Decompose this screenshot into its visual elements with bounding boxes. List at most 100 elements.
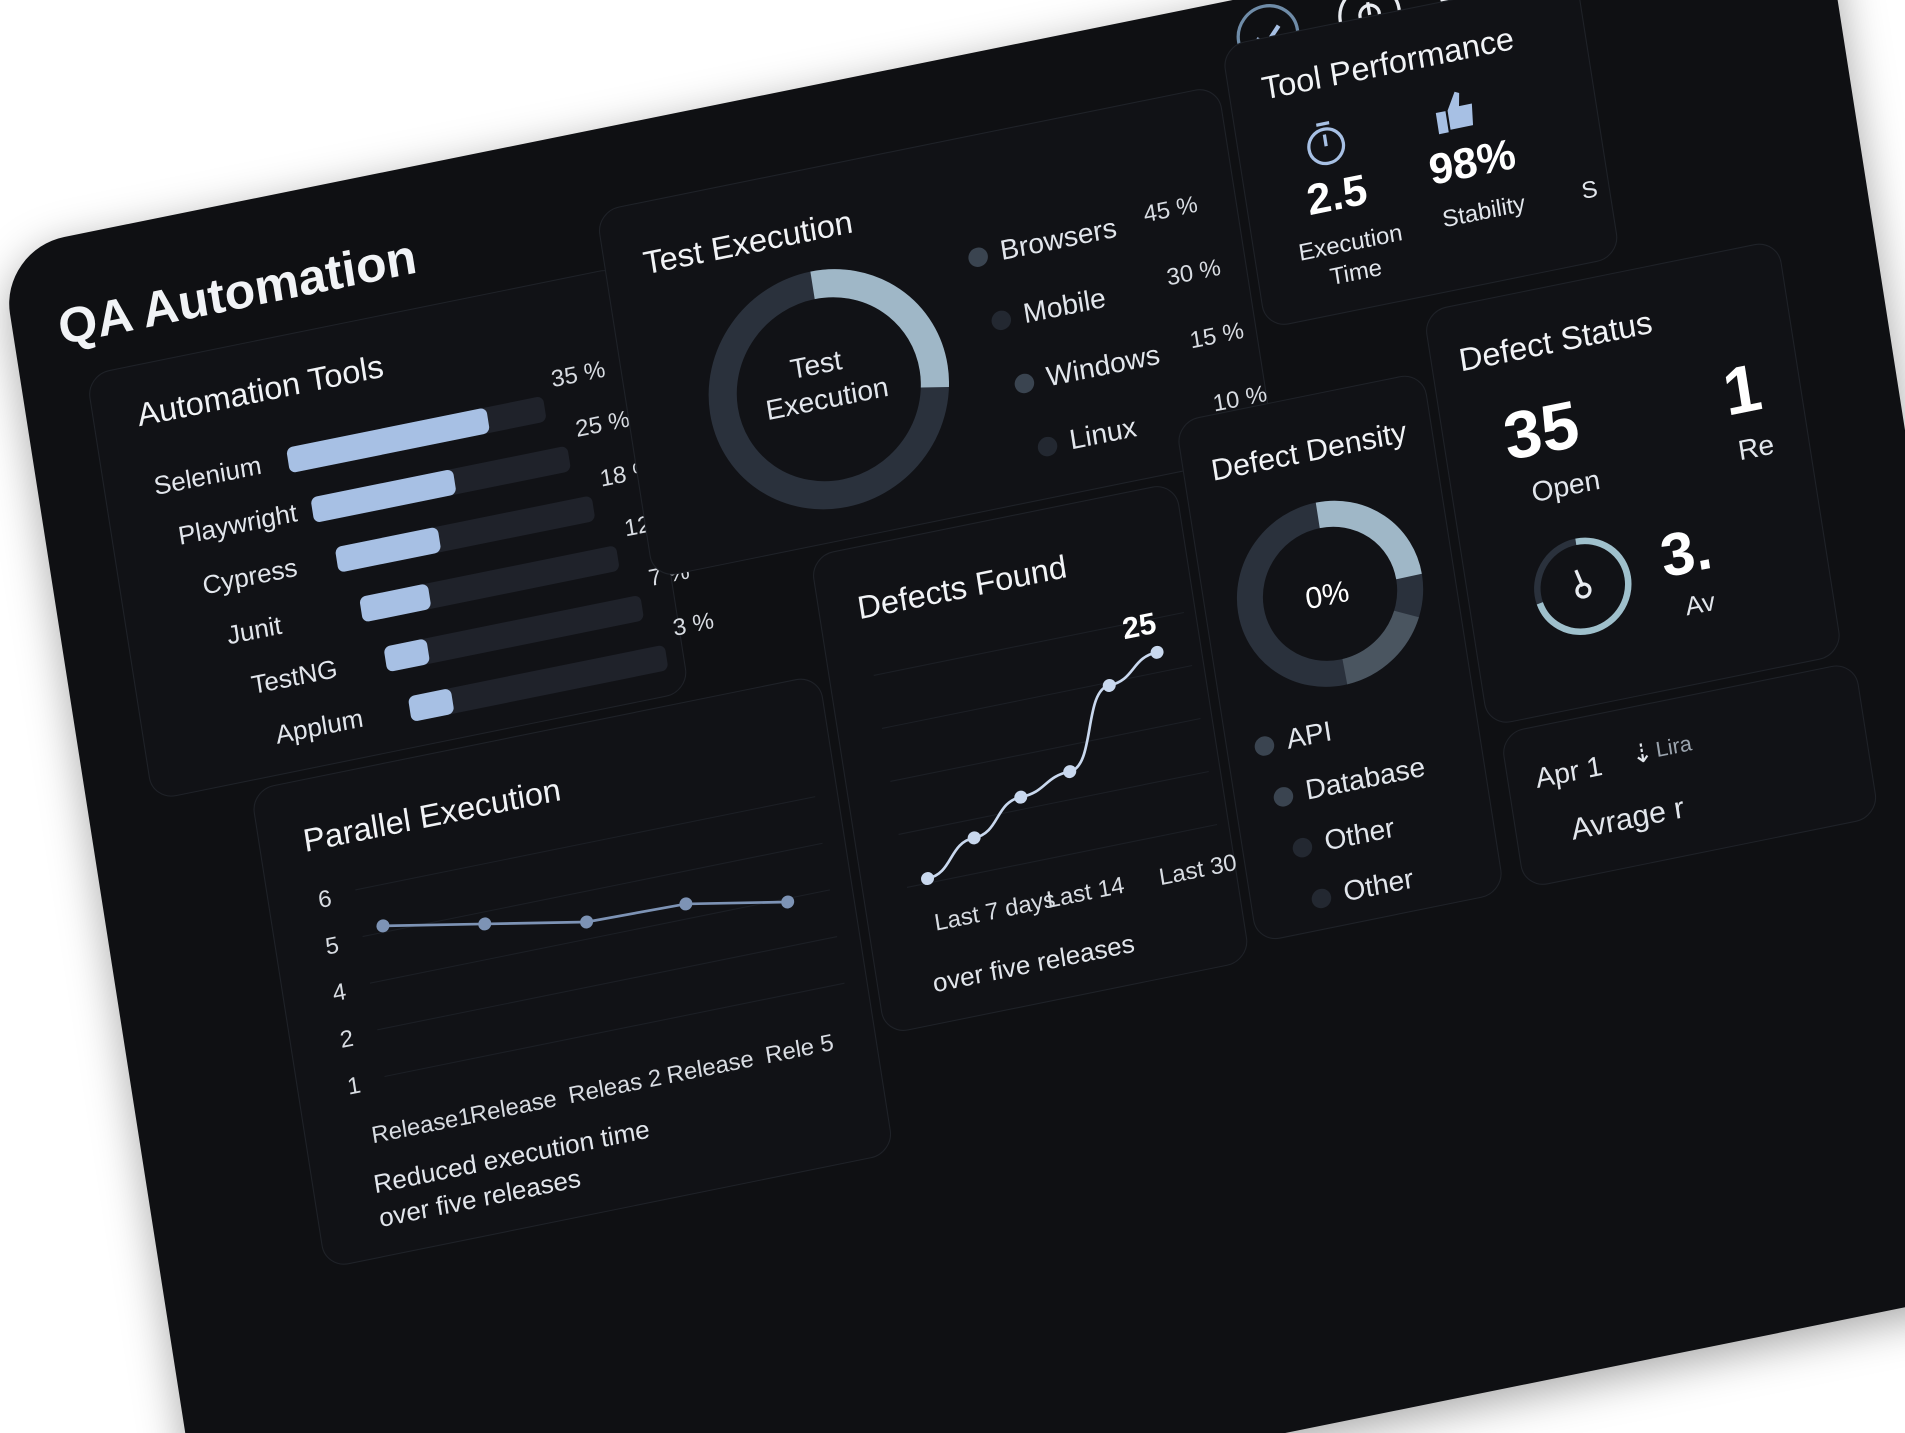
defects-found-card: Defects Found 25 Last 7 days Last 14 Last … bbox=[809, 481, 1251, 1036]
legend-pct-browsers: 45 % bbox=[1141, 190, 1200, 228]
x-tick-label: Release bbox=[664, 1044, 756, 1089]
grid-line bbox=[890, 717, 1201, 782]
gauge-icon bbox=[1534, 537, 1632, 635]
defects-found-point[interactable] bbox=[920, 871, 935, 886]
grid-line bbox=[898, 770, 1209, 835]
tool-pct-playwright: 25 % bbox=[573, 404, 632, 443]
resolved-defects-partial: 1 bbox=[1718, 350, 1767, 431]
grid-line bbox=[873, 611, 1185, 676]
parallel-execution-point[interactable] bbox=[376, 918, 391, 933]
defects-found-point[interactable] bbox=[1062, 764, 1077, 779]
tool-name-junit: Junit bbox=[224, 611, 284, 651]
parallel-execution-chart bbox=[355, 796, 845, 1078]
tool-name-applum: Applum bbox=[273, 703, 366, 751]
defect-density-legend-dot bbox=[1291, 836, 1314, 860]
defects-found-point[interactable] bbox=[1102, 678, 1117, 693]
legend-label-browsers: Browsers bbox=[997, 211, 1119, 267]
defects-found-chart: 25 bbox=[873, 607, 1218, 888]
execution-time-value: 2.5 bbox=[1303, 166, 1371, 225]
parallel-execution-point[interactable] bbox=[477, 916, 492, 931]
legend-label-mobile: Mobile bbox=[1020, 281, 1108, 330]
grid-line bbox=[384, 982, 845, 1078]
grid-line bbox=[881, 664, 1193, 729]
stability-value: 98% bbox=[1425, 130, 1519, 195]
legend-dot-mobile bbox=[990, 308, 1013, 332]
legend-dot-windows bbox=[1013, 371, 1036, 395]
test-execution-donut bbox=[708, 269, 950, 510]
defect-density-legend-label: Other bbox=[1341, 861, 1416, 908]
legend-label-linux: Linux bbox=[1067, 410, 1139, 456]
legend-pct-mobile: 30 % bbox=[1164, 253, 1223, 291]
stability-label: Stability bbox=[1440, 189, 1528, 233]
tool-pct-selenium: 35 % bbox=[549, 355, 608, 393]
tool-performance-card: Tool Performance 2.5 Execution Time 98% … bbox=[1221, 0, 1621, 330]
tool-bar-junit bbox=[359, 583, 432, 623]
grid-line bbox=[369, 889, 831, 984]
tool-name-testng: TestNG bbox=[249, 654, 340, 701]
defect-density-legend-label: Database bbox=[1303, 750, 1428, 807]
defect-density-legend-dot bbox=[1253, 734, 1276, 758]
defects-found-title: Defects Found bbox=[855, 549, 1070, 627]
download-icon[interactable]: ⇣ bbox=[1629, 737, 1656, 771]
tool-bar-playwright bbox=[310, 468, 458, 524]
tool-pct-applum: 3 % bbox=[670, 606, 716, 642]
defect-status-card: Defect Status 35 Open 1 Re 3. Av bbox=[1422, 239, 1844, 727]
defect-status-title: Defect Status bbox=[1456, 304, 1655, 379]
defects-found-peak-label: 25 bbox=[1120, 607, 1158, 646]
thumbs-up-icon bbox=[1435, 91, 1474, 135]
defect-density-legend-label: API bbox=[1284, 714, 1334, 756]
y-tick-label: 4 bbox=[330, 977, 348, 1007]
defect-density-card: Defect Density 0% API Database Other Other bbox=[1175, 371, 1505, 944]
resolved-defects-partial-label: Re bbox=[1735, 427, 1777, 467]
tool-bar-testng bbox=[383, 638, 431, 673]
x-tick-label: Rele 5 bbox=[763, 1028, 836, 1069]
open-defects-value: 35 bbox=[1498, 387, 1584, 476]
average-caption: Avrage r bbox=[1568, 790, 1687, 847]
defect-density-donut bbox=[1236, 500, 1424, 687]
tool-bar-cypress bbox=[334, 526, 442, 573]
tool-performance-title: Tool Performance bbox=[1259, 21, 1517, 108]
test-execution-legend: Browsers 45 % Mobile 30 % Windows 15 % Linux 10… bbox=[597, 86, 1269, 459]
tool-performance-partial-label: S bbox=[1579, 174, 1600, 205]
defect-density-title: Defect Density bbox=[1208, 414, 1409, 488]
stopwatch-icon bbox=[1307, 121, 1346, 166]
grid-line bbox=[362, 842, 823, 938]
defect-density-legend-dot bbox=[1310, 887, 1333, 910]
tool-name-cypress: Cypress bbox=[200, 553, 300, 602]
defects-found-point[interactable] bbox=[1013, 789, 1028, 804]
tool-bar-selenium bbox=[286, 407, 490, 474]
test-execution-card: Test Execution Test Execution Browsers 45… bbox=[595, 84, 1276, 580]
average-value-partial: 3. bbox=[1655, 513, 1717, 591]
grid-line bbox=[355, 796, 816, 891]
defects-found-point[interactable] bbox=[1150, 645, 1165, 660]
legend-pct-windows: 15 % bbox=[1187, 316, 1246, 354]
legend-dot-linux bbox=[1036, 435, 1059, 459]
legend-dot-browsers bbox=[967, 245, 990, 269]
automation-tools-title: Automation Tools bbox=[134, 348, 386, 434]
defect-density-legend-dot bbox=[1272, 785, 1295, 809]
y-tick-label: 6 bbox=[316, 884, 334, 914]
parallel-execution-point[interactable] bbox=[678, 896, 693, 911]
x-tick-label: Release1 bbox=[369, 1102, 474, 1149]
defects-found-caption: over five releases bbox=[930, 929, 1137, 999]
defect-density-legend-label: Other bbox=[1322, 810, 1397, 857]
parallel-execution-point[interactable] bbox=[780, 894, 795, 909]
parallel-execution-point[interactable] bbox=[579, 914, 594, 929]
test-execution-donut-arc bbox=[708, 269, 950, 510]
average-label-partial: Av bbox=[1683, 587, 1718, 622]
defects-found-point[interactable] bbox=[967, 830, 982, 845]
tool-name-playwright: Playwright bbox=[176, 498, 300, 552]
defects-found-line bbox=[927, 651, 1158, 880]
tool-name-selenium: Selenium bbox=[151, 451, 264, 502]
grid-line bbox=[906, 823, 1218, 888]
x-tick-label: Release bbox=[467, 1084, 559, 1129]
y-tick-label: 2 bbox=[338, 1024, 356, 1054]
grid-line bbox=[377, 936, 838, 1031]
y-tick-label: 5 bbox=[323, 930, 341, 961]
parallel-execution-line bbox=[382, 900, 788, 928]
legend-label-windows: Windows bbox=[1044, 337, 1162, 393]
tool-bar-applum bbox=[407, 687, 455, 723]
